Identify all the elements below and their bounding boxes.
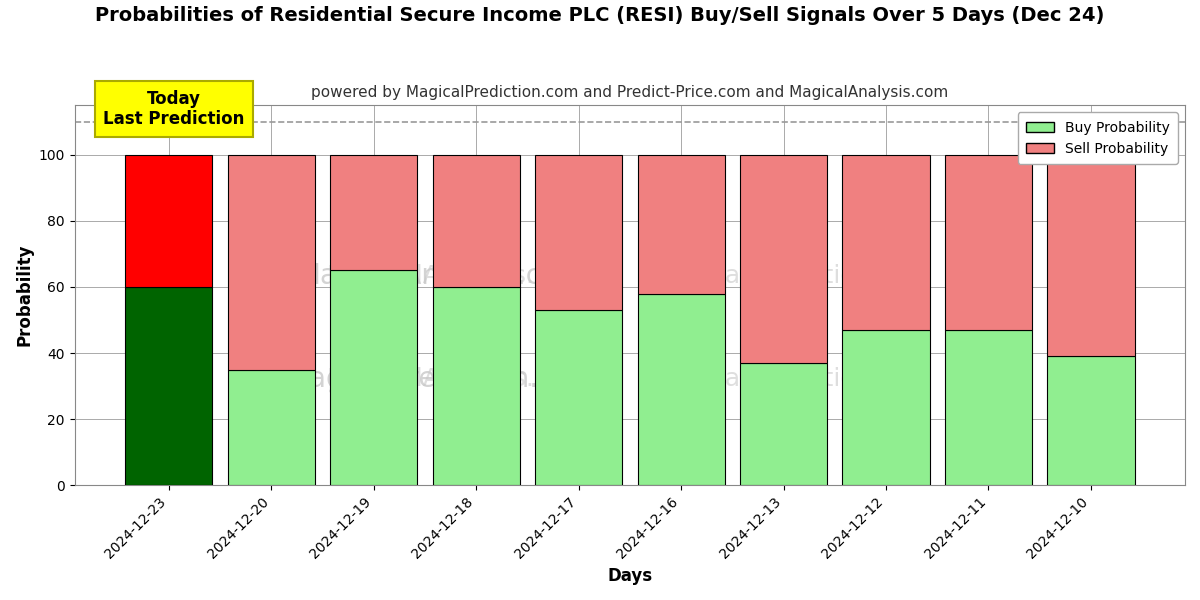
Text: MagicalAnalysis.com        MagicalPrediction.com: MagicalAnalysis.com MagicalPrediction.co… <box>326 264 932 288</box>
Bar <box>1048 356 1134 485</box>
Y-axis label: Probability: Probability <box>16 244 34 346</box>
Legend: Buy Probability, Sell Probability: Buy Probability, Sell Probability <box>1018 112 1178 164</box>
Bar <box>944 330 1032 485</box>
Bar <box>740 155 827 363</box>
Bar <box>228 370 314 485</box>
Bar <box>432 155 520 287</box>
Title: powered by MagicalPrediction.com and Predict-Price.com and MagicalAnalysis.com: powered by MagicalPrediction.com and Pre… <box>311 85 948 100</box>
Text: n: n <box>755 262 772 290</box>
Bar <box>432 287 520 485</box>
Bar <box>637 155 725 293</box>
Bar <box>330 271 418 485</box>
Bar <box>1048 155 1134 356</box>
Bar <box>330 155 418 271</box>
X-axis label: Days: Days <box>607 567 653 585</box>
Text: Probabilities of Residential Secure Income PLC (RESI) Buy/Sell Signals Over 5 Da: Probabilities of Residential Secure Inco… <box>95 6 1105 25</box>
Bar <box>535 155 622 310</box>
Bar <box>535 310 622 485</box>
Text: MagicalPrediction.com: MagicalPrediction.com <box>284 365 598 393</box>
Bar <box>842 330 930 485</box>
Bar <box>228 155 314 370</box>
Bar <box>944 155 1032 330</box>
Bar <box>740 363 827 485</box>
Bar <box>125 287 212 485</box>
Bar <box>125 155 212 287</box>
Bar <box>637 293 725 485</box>
Text: Today
Last Prediction: Today Last Prediction <box>103 89 245 128</box>
Text: MagicalAnalysis.com: MagicalAnalysis.com <box>296 262 586 290</box>
Bar <box>842 155 930 330</box>
Text: MagicalAnalysis.com        MagicalPrediction.com: MagicalAnalysis.com MagicalPrediction.co… <box>326 367 932 391</box>
